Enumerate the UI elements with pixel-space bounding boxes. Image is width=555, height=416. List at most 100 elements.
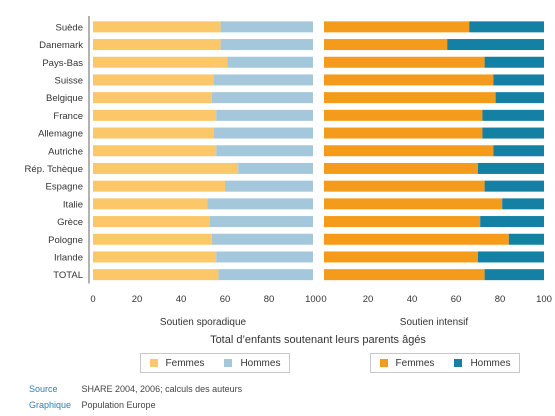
bar-segment [482,109,544,121]
bar-segment [484,269,544,281]
category-label: Espagne [45,182,83,193]
category-label: Belgique [46,93,83,104]
bar-segment [324,109,483,121]
bar-segment [484,56,544,68]
legend-label: Femmes [165,357,205,369]
bar-segment [214,74,313,86]
footer-source: Source SHARE 2004, 2006; calculs des aut… [29,384,242,394]
bar-segment [93,216,210,228]
panel-intensif: 0 20 40 60 80 100 Soutien intensif [321,21,552,328]
category-label: Pays-Bas [42,58,83,69]
bar-segment [93,74,214,86]
legend-sporadique: Femmes Hommes [140,353,290,373]
x-tick-label: 20 [363,294,374,305]
category-label: Allemagne [38,129,83,140]
x-tick-label: 40 [407,294,418,305]
x-tick-label: 80 [264,294,275,305]
x-axis-label: Total d’enfants soutenant leurs parents … [210,334,426,346]
bar-segment [324,92,496,104]
bar-segment [493,74,544,86]
bar-segment [324,39,448,51]
graphique-text: Population Europe [81,400,156,410]
bar-segment [93,251,217,263]
bar-segment [508,233,544,245]
x-tick-label: 0 [321,294,326,305]
bar-segment [93,56,228,68]
bar-segment [93,145,217,157]
bar-segment [207,198,313,210]
bar-segment [220,39,313,51]
bar-segment [93,39,221,51]
bar-segment [211,92,313,104]
bar-segment [225,180,313,192]
category-label: Rép. Tchèque [25,164,83,175]
bar-segment [324,269,485,281]
bar-segment [211,233,313,245]
source-label: Source [29,384,58,394]
legend-item-femmes: Femmes [149,357,205,369]
bar-segment [324,21,470,33]
bar-segment [227,56,313,68]
bar-segment [220,21,313,33]
bar-segment [216,251,313,263]
bar-segment [324,56,485,68]
x-tick-label: 0 [90,294,95,305]
category-label: Suède [56,22,83,33]
panel-title: Soutien intensif [400,317,469,328]
legend-label: Hommes [470,357,511,369]
source-text: SHARE 2004, 2006; calculs des auteurs [81,384,243,394]
bar-segment [93,269,219,281]
graphique-label: Graphique [29,400,72,410]
bar-segment [209,216,313,228]
category-label: France [53,111,83,122]
bar-segment [93,109,217,121]
bar-segment [324,127,483,139]
category-label: Grèce [57,217,83,228]
category-label: Italie [63,199,83,210]
legend-item-femmes: Femmes [379,358,434,369]
bar-segment [447,39,544,51]
bar-segment [214,127,313,139]
bar-segment [93,162,239,174]
category-label: Irlande [54,252,83,263]
bar-segment [216,145,313,157]
legend-swatch [149,359,158,367]
category-label: Danemark [39,40,83,51]
bar-segment [482,127,544,139]
legend-swatch [454,359,463,367]
bar-segment [324,216,481,228]
legend-swatch [224,359,233,367]
x-tick-label: 40 [176,294,187,305]
x-tick-label: 100 [305,294,321,305]
bar-segment [324,180,485,192]
category-label: Suisse [54,75,83,86]
bar-segment [93,21,221,33]
bar-segment [93,233,212,245]
category-label: TOTAL [53,270,83,281]
category-labels: Suède Danemark Pays-Bas Suisse Belgique Franc… [25,22,84,281]
bar-segment [324,251,478,263]
category-label: Autriche [48,146,83,157]
x-tick-label: 60 [220,294,231,305]
bar-segment [324,198,503,210]
bar-segment [493,145,544,157]
x-tick-label: 20 [132,294,143,305]
x-tick-label: 80 [495,294,506,305]
footer-graphique: Graphique Population Europe [29,400,156,410]
bar-segment [216,109,313,121]
legend-item-hommes: Hommes [224,358,280,369]
bar-segment [93,180,225,192]
category-label: Pologne [48,235,83,246]
bar-segment [93,198,208,210]
bar-segment [495,92,544,104]
bar-segment [478,162,544,174]
bar-segment [238,162,313,174]
panel-sporadique: 0 20 40 60 80 100 Soutien sporadique [88,16,321,328]
bar-segment [478,251,544,263]
x-tick-label: 100 [536,294,552,305]
bar-segment [93,92,212,104]
legend-intensif: Femmes Hommes [370,353,520,373]
x-tick-label: 60 [451,294,462,305]
bar-segment [324,162,478,174]
